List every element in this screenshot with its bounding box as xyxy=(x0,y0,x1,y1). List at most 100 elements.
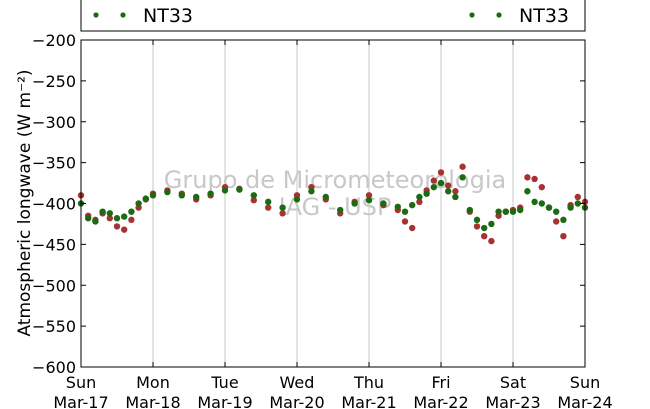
y-tick-label: −200 xyxy=(32,31,76,50)
y-tick-label: −600 xyxy=(32,358,76,377)
x-tick-label-date: Mar-17 xyxy=(53,393,108,409)
data-point xyxy=(502,208,509,215)
data-point xyxy=(531,198,538,206)
legend-marker xyxy=(496,12,502,18)
data-point xyxy=(517,206,524,214)
legend-entry: NT33 xyxy=(93,5,193,27)
data-point xyxy=(452,188,459,195)
data-point xyxy=(452,193,459,201)
data-point xyxy=(113,215,121,222)
data-point xyxy=(99,208,106,215)
x-tick-label-day: Tue xyxy=(210,373,238,392)
data-point xyxy=(365,192,373,199)
x-tick-label-day: Sun xyxy=(570,373,600,392)
x-tick-label-date: Mar-24 xyxy=(557,393,612,409)
data-point xyxy=(236,186,243,193)
x-tick-label-date: Mar-19 xyxy=(197,393,252,409)
legend-marker xyxy=(469,12,475,18)
x-tick-label-day: Sat xyxy=(500,373,526,392)
data-point xyxy=(488,237,495,245)
data-point xyxy=(250,192,257,199)
x-tick-label-day: Mon xyxy=(136,373,170,392)
x-tick-label-date: Mar-22 xyxy=(413,393,468,409)
data-point xyxy=(560,233,567,240)
data-point xyxy=(466,206,473,214)
data-point xyxy=(121,213,128,220)
y-tick-label: −450 xyxy=(32,235,76,254)
data-point xyxy=(531,175,538,183)
data-point xyxy=(473,223,481,230)
data-point xyxy=(473,216,481,224)
data-point xyxy=(430,183,437,191)
data-point xyxy=(574,200,581,207)
plot-area xyxy=(81,40,585,367)
data-point xyxy=(279,204,286,211)
x-tick-label-day: Sun xyxy=(66,373,96,392)
data-point xyxy=(401,208,409,215)
data-point xyxy=(538,200,545,207)
x-tick-label-day: Fri xyxy=(431,373,450,392)
x-tick-label-day: Wed xyxy=(280,373,315,392)
legend: NT33 NT33 xyxy=(80,0,586,32)
data-point xyxy=(308,188,315,195)
data-point xyxy=(437,179,445,187)
data-point xyxy=(149,192,157,199)
data-point xyxy=(265,204,272,211)
data-point xyxy=(416,198,423,206)
data-point xyxy=(524,174,531,181)
legend-label: NT33 xyxy=(143,5,193,27)
data-point xyxy=(92,218,99,225)
data-point xyxy=(394,203,401,210)
x-tick-label-date: Mar-20 xyxy=(269,393,324,409)
data-point xyxy=(85,215,92,222)
data-point xyxy=(423,190,430,197)
data-point xyxy=(574,193,581,201)
data-point xyxy=(445,182,452,189)
data-point xyxy=(351,200,358,207)
data-point xyxy=(545,204,553,211)
data-point xyxy=(322,193,329,201)
data-point xyxy=(488,220,495,228)
data-point xyxy=(265,198,272,206)
data-point xyxy=(416,193,423,201)
data-point xyxy=(293,196,301,203)
x-tick-label-date: Mar-23 xyxy=(485,393,540,409)
legend-marker xyxy=(120,12,126,18)
data-point xyxy=(430,177,437,184)
data-point xyxy=(509,208,517,215)
data-point xyxy=(445,188,452,195)
y-tick-label: −550 xyxy=(32,317,76,336)
y-tick-label: −350 xyxy=(32,154,76,173)
data-point xyxy=(221,187,229,194)
y-tick-label: −500 xyxy=(32,276,76,295)
x-tick-label-date: Mar-21 xyxy=(341,393,396,409)
data-point xyxy=(207,190,214,197)
data-point xyxy=(481,224,488,232)
data-point xyxy=(178,192,185,199)
data-point xyxy=(135,200,142,207)
data-point xyxy=(459,174,466,181)
data-point xyxy=(380,200,387,207)
data-point xyxy=(401,218,409,225)
data-point xyxy=(437,169,445,176)
data-point xyxy=(106,210,114,217)
legend-entry: NT33 xyxy=(469,5,569,27)
data-point xyxy=(250,197,257,204)
data-point xyxy=(128,208,135,215)
data-point xyxy=(495,208,502,215)
data-point xyxy=(538,183,545,191)
data-point xyxy=(409,201,416,209)
data-point xyxy=(121,226,128,233)
data-point xyxy=(164,188,171,196)
data-point xyxy=(193,193,200,201)
x-tick-label-date: Mar-18 xyxy=(125,393,180,409)
data-point xyxy=(560,216,567,224)
data-point xyxy=(279,210,286,217)
data-point xyxy=(113,223,121,230)
data-point xyxy=(337,206,344,214)
legend-marker xyxy=(93,12,99,18)
data-point xyxy=(459,163,466,170)
data-point xyxy=(128,216,135,224)
y-tick-label: −400 xyxy=(32,195,76,214)
legend-label: NT33 xyxy=(519,5,569,27)
